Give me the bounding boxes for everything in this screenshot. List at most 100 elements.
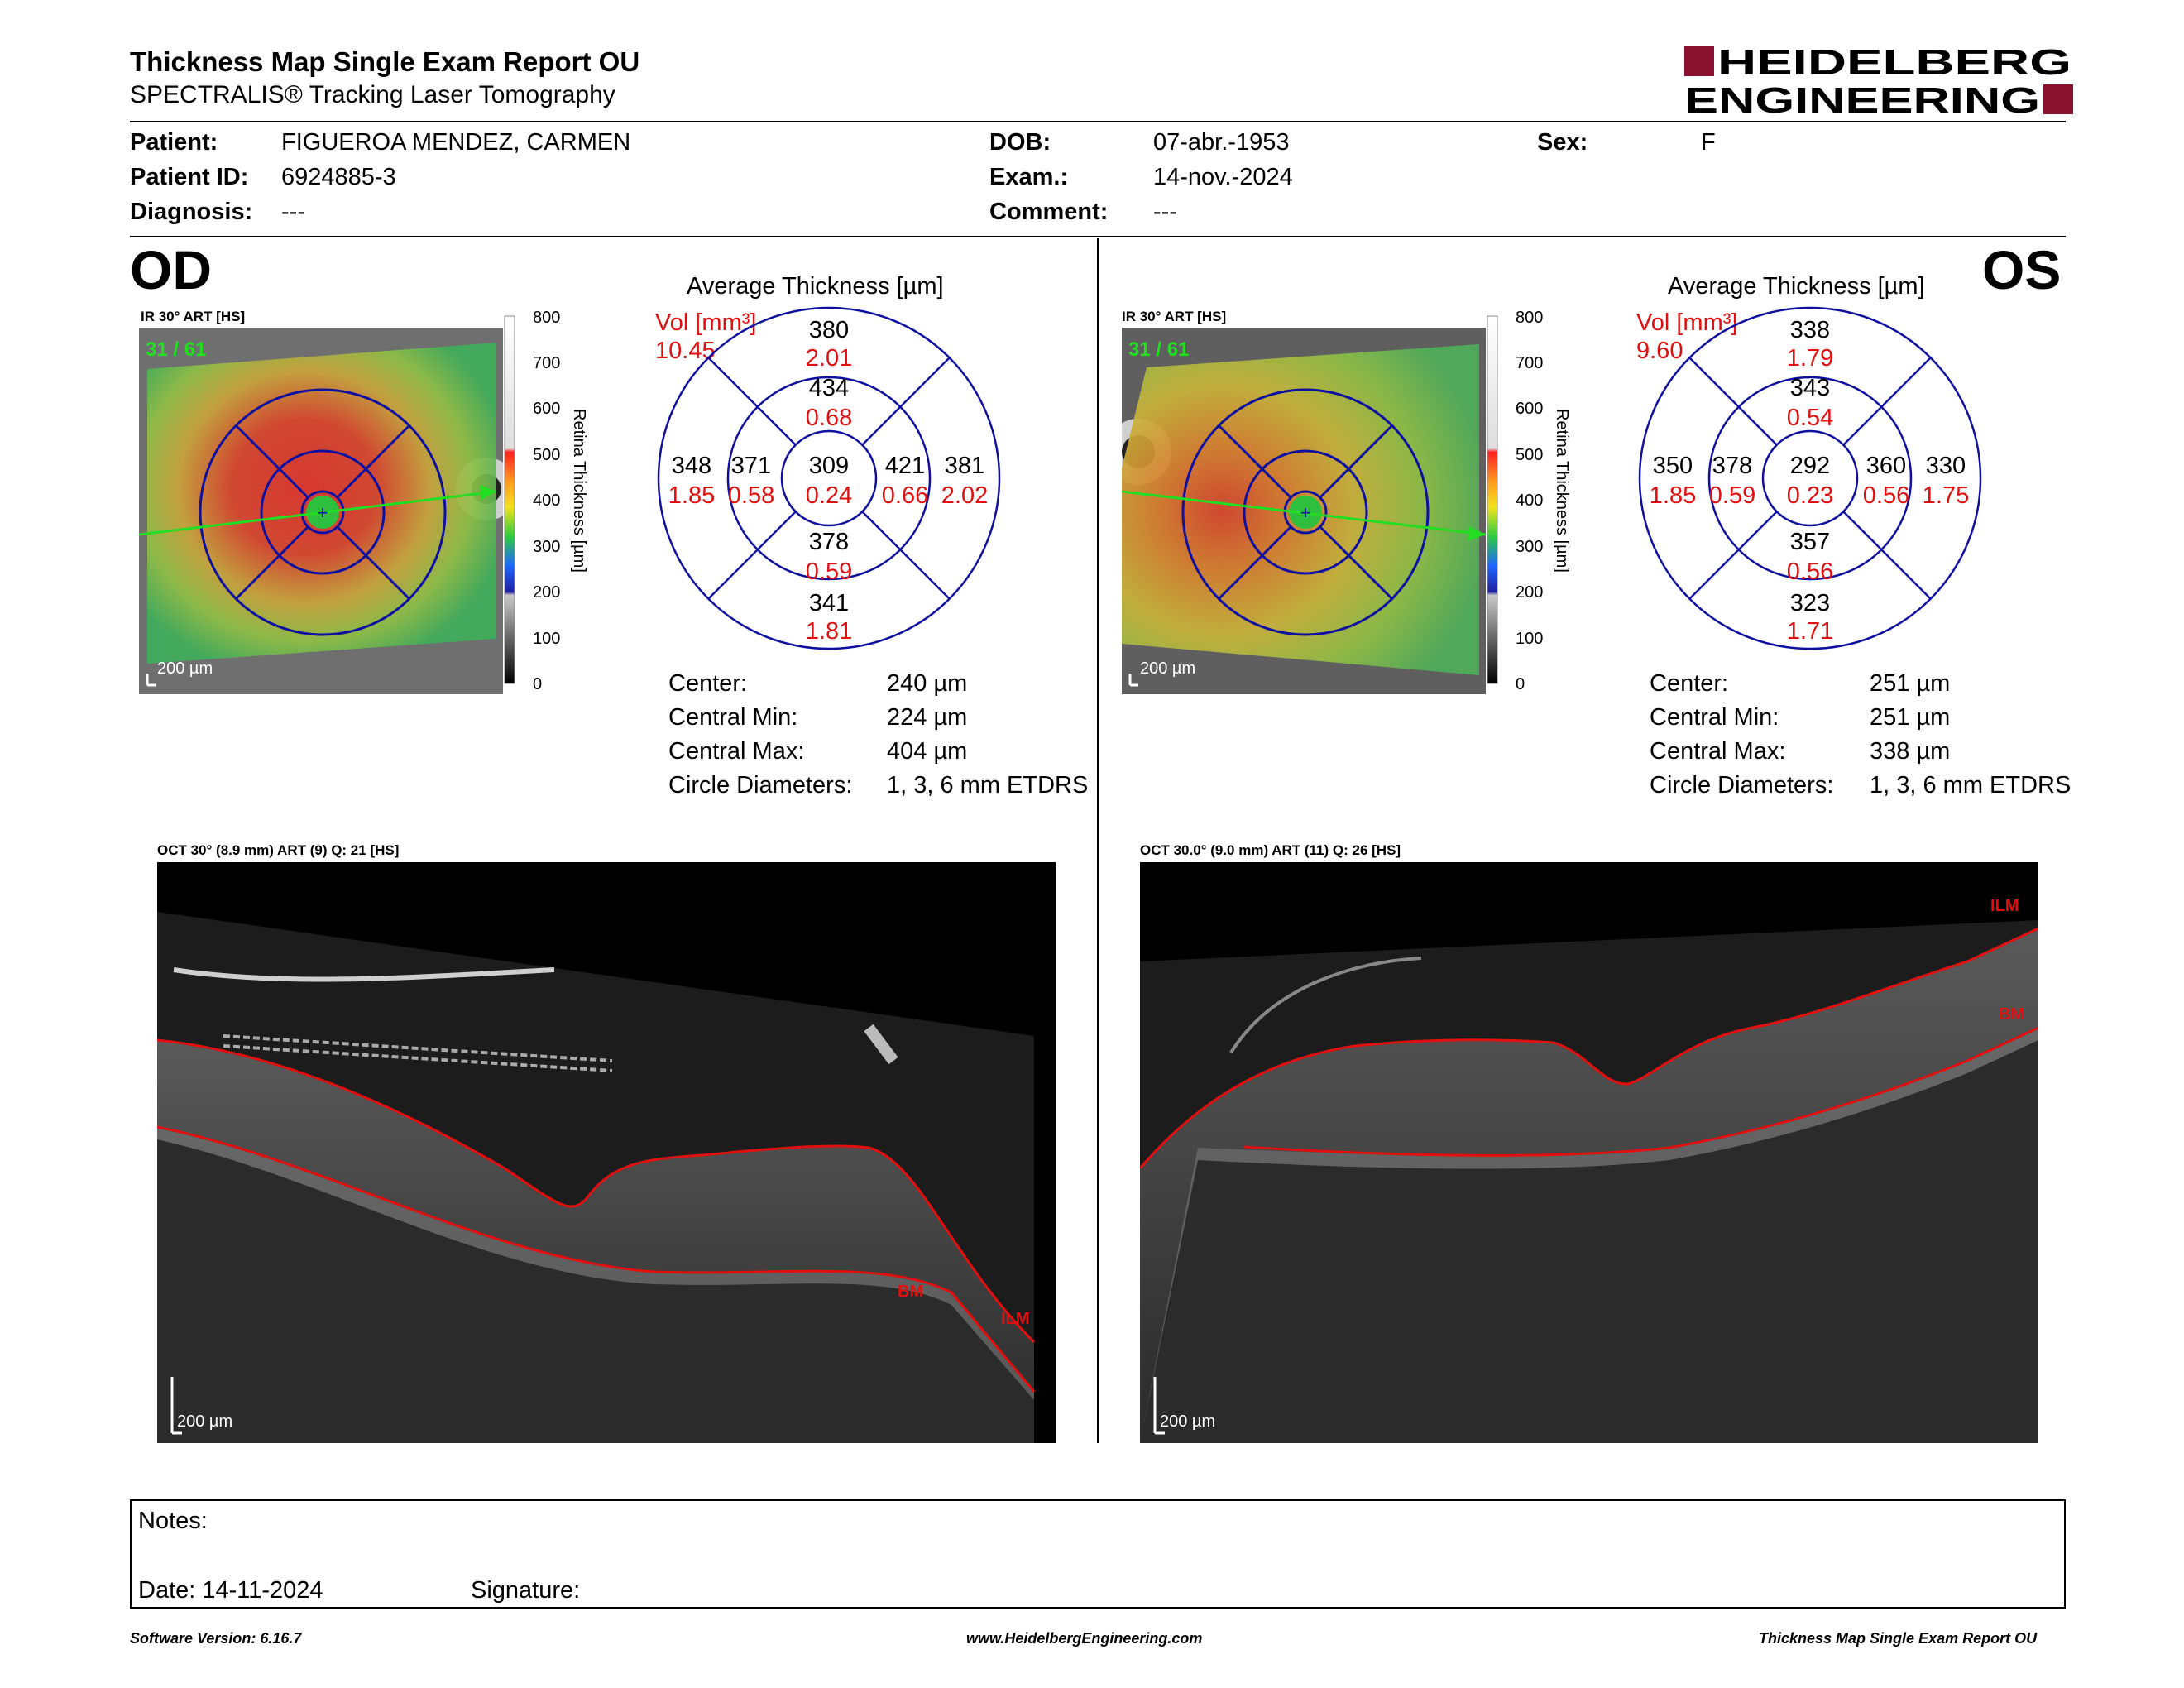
cb-tick: 600 [1516, 400, 1543, 418]
os-diam-value: 1, 3, 6 mm ETDRS [1870, 772, 2071, 798]
od-inner-left-volume: 0.58 [728, 482, 774, 509]
report-title: Thickness Map Single Exam Report OU [130, 46, 640, 77]
od-inner-inf-volume: 0.59 [806, 559, 852, 585]
cb-tick: 600 [533, 400, 560, 418]
os-etdrs-grid: 338 1.79 343 0.54 292 0.23 357 0.56 323 … [1638, 306, 1982, 650]
od-ilm-label: ILM [1001, 1310, 1029, 1328]
od-oct-scale: 200 µm [177, 1412, 232, 1431]
os-ir-scale: 200 µm [1140, 659, 1195, 678]
exam-label: Exam.: [989, 164, 1069, 190]
os-frame-counter: 31 / 61 [1128, 338, 1189, 361]
cb-tick: 100 [533, 630, 560, 648]
cb-tick: 400 [533, 492, 560, 510]
od-thickness-map: + 31 / 61 200 µm [139, 328, 503, 694]
notes-label: Notes: [138, 1508, 208, 1534]
report-subtitle: SPECTRALIS® Tracking Laser Tomography [130, 81, 615, 108]
exam-value: 14-nov.-2024 [1153, 164, 1293, 190]
os-vol-label: Vol [mm³] [1636, 309, 1738, 336]
os-ilm-label: ILM [1990, 897, 2019, 915]
os-eye-label: OS [1982, 239, 2062, 300]
os-oct-bscan: ILM BM 200 µm [1140, 862, 2038, 1443]
cb-tick: 0 [533, 675, 542, 693]
cb-label: Retina Thickness [µm] [570, 409, 588, 573]
od-inner-sup-thickness: 434 [809, 375, 849, 401]
od-oct-label: OCT 30° (8.9 mm) ART (9) Q: 21 [HS] [157, 842, 400, 858]
os-outer-inf-volume: 1.71 [1787, 618, 1833, 645]
od-eye-label: OD [130, 239, 212, 300]
os-inner-right-thickness: 360 [1866, 453, 1906, 479]
patient-id-label: Patient ID: [130, 164, 249, 190]
os-inner-left-volume: 0.59 [1709, 482, 1755, 509]
os-min-value: 251 µm [1870, 704, 1951, 731]
os-min-label: Central Min: [1650, 704, 1779, 731]
os-center-thickness: 292 [1790, 453, 1830, 479]
od-center-value: 240 µm [887, 670, 968, 697]
footer-software: Software Version: 6.16.7 [130, 1630, 302, 1647]
footer-website[interactable]: www.HeidelbergEngineering.com [966, 1630, 1203, 1647]
od-max-value: 404 µm [887, 738, 968, 765]
cb-tick: 800 [533, 309, 560, 327]
od-inner-right-thickness: 421 [885, 453, 925, 479]
os-max-value: 338 µm [1870, 738, 1951, 765]
od-outer-sup-volume: 2.01 [806, 345, 852, 372]
od-diam-value: 1, 3, 6 mm ETDRS [887, 772, 1089, 798]
od-outer-sup-thickness: 380 [809, 317, 849, 343]
od-outer-right-volume: 2.02 [941, 482, 988, 509]
cb-tick: 700 [533, 354, 560, 372]
eye-divider [1097, 238, 1099, 1443]
os-thickness-map: + 31 / 61 200 µm [1122, 328, 1486, 694]
od-ir-scale: 200 µm [157, 659, 213, 678]
os-inner-sup-volume: 0.54 [1787, 405, 1833, 431]
os-outer-sup-volume: 1.79 [1787, 345, 1833, 372]
od-inner-right-volume: 0.66 [882, 482, 928, 509]
od-outer-inf-volume: 1.81 [806, 618, 852, 645]
cb-tick: 300 [1516, 538, 1543, 556]
cb-tick: 300 [533, 538, 560, 556]
od-outer-inf-thickness: 341 [809, 590, 849, 616]
comment-label: Comment: [989, 199, 1109, 225]
os-bm-label: BM [1999, 1005, 2024, 1024]
os-inner-right-volume: 0.56 [1863, 482, 1909, 509]
cb-tick: 500 [1516, 446, 1543, 464]
os-outer-left-thickness: 350 [1653, 453, 1693, 479]
od-min-label: Central Min: [668, 704, 798, 731]
od-min-value: 224 µm [887, 704, 968, 731]
os-outer-inf-thickness: 323 [1790, 590, 1830, 616]
notes-box[interactable]: Notes: Date: 14-11-2024 Signature: [130, 1499, 2066, 1609]
od-center-volume: 0.24 [806, 482, 852, 509]
sex-value: F [1701, 129, 1716, 156]
diagnosis-value: --- [281, 199, 305, 225]
cb-label: Retina Thickness [µm] [1553, 409, 1571, 573]
date-label: Date: 14-11-2024 [138, 1577, 323, 1604]
od-outer-left-volume: 1.85 [668, 482, 715, 509]
od-inner-sup-volume: 0.68 [806, 405, 852, 431]
od-etdrs-grid: 380 2.01 434 0.68 309 0.24 378 0.59 341 … [657, 306, 1001, 650]
heidelberg-logo: HEIDELBERG ENGINEERING [1684, 43, 2073, 119]
patient-id: 6924885-3 [281, 164, 396, 190]
od-outer-right-thickness: 381 [945, 453, 984, 479]
cb-tick: 400 [1516, 492, 1543, 510]
os-oct-scale: 200 µm [1160, 1412, 1215, 1431]
os-oct-label: OCT 30.0° (9.0 mm) ART (11) Q: 26 [HS] [1140, 842, 1401, 858]
os-inner-left-thickness: 378 [1712, 453, 1752, 479]
os-center-value: 251 µm [1870, 670, 1951, 697]
os-diam-label: Circle Diameters: [1650, 772, 1834, 798]
header-divider [130, 121, 2066, 122]
svg-text:+: + [318, 502, 328, 523]
od-inner-left-thickness: 371 [731, 453, 771, 479]
od-max-label: Central Max: [668, 738, 805, 765]
sex-label: Sex: [1537, 129, 1588, 156]
os-outer-left-volume: 1.85 [1650, 482, 1696, 509]
od-vol-label: Vol [mm³] [655, 309, 757, 336]
od-frame-counter: 31 / 61 [146, 338, 206, 361]
os-outer-right-volume: 1.75 [1923, 482, 1969, 509]
os-outer-sup-thickness: 338 [1790, 317, 1830, 343]
od-oct-bscan: BM ILM 200 µm [157, 862, 1056, 1443]
os-center-label: Center: [1650, 670, 1729, 697]
cb-tick: 0 [1516, 675, 1525, 693]
od-bm-label: BM [898, 1283, 923, 1301]
cb-tick: 200 [1516, 583, 1543, 602]
footer-report: Thickness Map Single Exam Report OU [1759, 1630, 2038, 1647]
patient-name: FIGUEROA MENDEZ, CARMEN [281, 129, 631, 156]
dob-label: DOB: [989, 129, 1051, 156]
